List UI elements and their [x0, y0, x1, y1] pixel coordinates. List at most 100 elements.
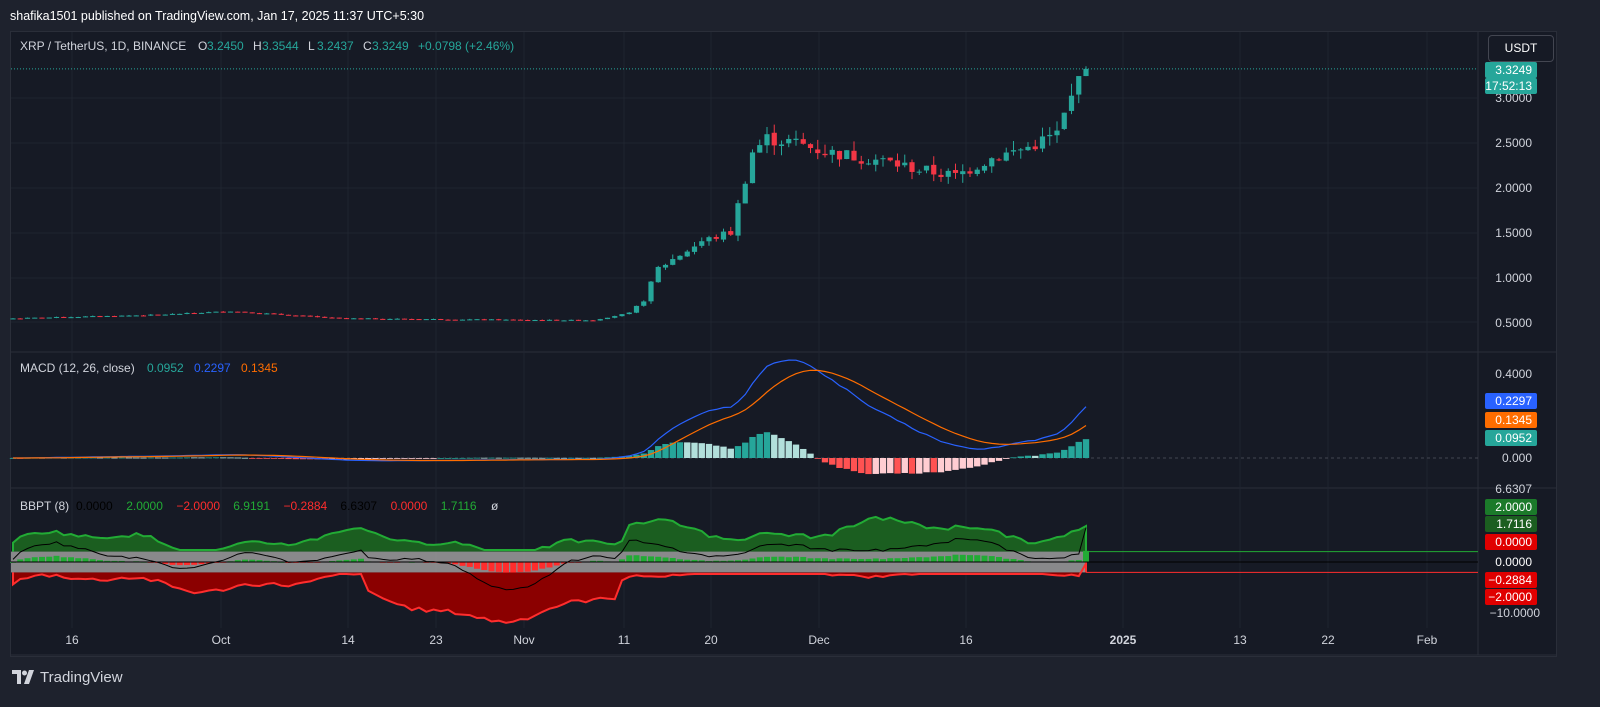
candle-body: [1039, 136, 1046, 149]
bbpt-bar: [524, 562, 531, 572]
macd-title[interactable]: MACD (12, 26, close): [20, 361, 135, 375]
candle-body: [314, 316, 321, 318]
bbpt-bar: [662, 557, 669, 562]
bbpt-bar: [118, 560, 125, 562]
macd-histogram-bar: [923, 458, 930, 473]
time-tick: 22: [1321, 633, 1335, 647]
bbpt-bar: [1003, 558, 1010, 562]
candle-body: [104, 315, 110, 317]
candle-body: [307, 315, 313, 317]
macd-histogram-bar: [669, 442, 676, 458]
bbpt-zero-red-label-bg: [1485, 534, 1537, 550]
bbpt-bar: [938, 556, 944, 562]
macd-histogram-bar: [495, 457, 502, 459]
time-axis: 16 Oct 14 23 Nov 11 20 Dec 16 2025 13 22 Feb: [65, 633, 1437, 647]
time-tick: 14: [341, 633, 355, 647]
symbol-legend[interactable]: XRP / TetherUS, 1D, BINANCE: [20, 39, 186, 53]
candle-body: [336, 317, 342, 319]
macd-histogram-bar: [220, 457, 227, 459]
candle-body: [278, 313, 284, 315]
candle-body: [836, 150, 843, 160]
bbpt-bar: [89, 559, 96, 562]
macd-histogram-bar: [466, 457, 473, 459]
bbpt-bar: [967, 555, 973, 562]
candle-body: [380, 318, 386, 320]
bbpt-bar: [698, 560, 705, 562]
macd-histogram-bar: [415, 458, 423, 459]
macd-histogram-bar: [814, 458, 821, 459]
bbpt-bar: [619, 559, 625, 562]
macd-histogram-bar: [959, 458, 966, 469]
candle-body: [32, 317, 38, 319]
candle-body: [923, 165, 930, 171]
macd-histogram-bar: [96, 457, 104, 459]
bbpt-bar: [648, 556, 654, 562]
bbpt-bar: [822, 558, 828, 562]
candle-body: [575, 319, 582, 321]
bbpt-bar: [974, 555, 981, 562]
bbpt-bar: [836, 558, 843, 562]
bbpt-bar: [872, 558, 879, 562]
bbpt-bar: [901, 558, 908, 562]
macd-histogram-bar: [1032, 455, 1039, 458]
candle-body: [213, 311, 219, 313]
candle-body: [155, 314, 161, 316]
bbpt-bar: [1075, 560, 1082, 562]
candle-body: [343, 318, 350, 320]
macd-histogram-bar: [908, 458, 916, 474]
ohlc-key: C: [363, 39, 372, 53]
price-axis: 3.0000 2.5000 2.0000 1.5000 1.0000 0.5000 3.32…: [1485, 62, 1540, 620]
macd-histogram-bar: [879, 458, 887, 474]
bbpt-bar: [459, 562, 466, 566]
candle-body: [1010, 150, 1017, 152]
candle-body: [90, 316, 96, 318]
time-tick: Oct: [212, 633, 231, 647]
time-tick: 16: [959, 633, 973, 647]
bbpt-bar: [880, 559, 886, 562]
currency-button[interactable]: USDT: [1488, 35, 1554, 62]
candle-body: [97, 316, 103, 318]
candle-body: [39, 317, 45, 319]
candle-body: [532, 320, 538, 322]
time-tick: 11: [618, 633, 631, 647]
candle-body: [1083, 68, 1089, 77]
candle-body: [720, 231, 727, 240]
macd-histogram-bar: [154, 457, 162, 459]
bbpt-bar: [481, 562, 488, 571]
candle-body: [554, 319, 560, 321]
macd-histogram-bar: [553, 457, 560, 459]
tradingview-logo[interactable]: TradingView: [12, 668, 123, 686]
macd-histogram-bar: [205, 457, 212, 459]
bbpt-tick-bottom: −10.0000: [1490, 606, 1541, 620]
bbpt-bar: [510, 562, 517, 573]
macd-histogram-bar: [756, 433, 763, 458]
macd-histogram-bar: [133, 457, 140, 459]
bbpt-bar: [996, 556, 1002, 562]
price-tick: 1.0000: [1495, 271, 1532, 285]
macd-histogram-bar: [241, 457, 249, 459]
candle-body: [684, 251, 690, 257]
bbpt-bar: [169, 562, 176, 565]
macd-histogram-bar: [147, 457, 154, 459]
macd-histogram-bar: [582, 457, 589, 459]
candle-body: [148, 314, 154, 316]
candle-body: [945, 170, 951, 177]
price-tick: 2.5000: [1495, 136, 1532, 150]
bbpt-bar: [909, 557, 915, 562]
macd-histogram-bar: [459, 457, 466, 459]
candle-body: [677, 255, 683, 260]
bbpt-bar: [669, 558, 676, 562]
ohlc-value: 3.2450: [207, 39, 244, 53]
ohlc-value: 3.3544: [262, 39, 299, 53]
bbpt-title[interactable]: BBPT (8): [20, 499, 69, 513]
bbpt-bar: [60, 557, 67, 562]
candle-body: [561, 320, 567, 322]
macd-histogram-bar: [742, 442, 749, 458]
candle-body: [474, 319, 480, 321]
candle-body: [851, 150, 857, 161]
bbpt-bar: [553, 562, 560, 566]
macd-histogram-bar: [633, 454, 640, 458]
candle-body: [10, 318, 16, 320]
macd-histogram-bar: [763, 432, 771, 458]
